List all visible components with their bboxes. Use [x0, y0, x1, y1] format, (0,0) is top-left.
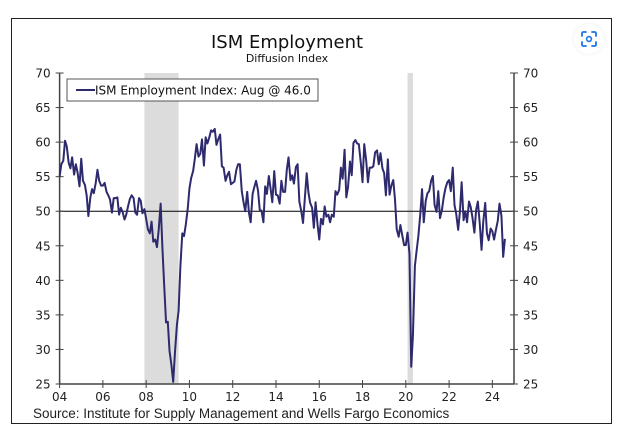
- y-tick-label-right: 40: [523, 274, 538, 288]
- x-tick-label: 20: [398, 390, 413, 404]
- legend: ISM Employment Index: Aug @ 46.0: [66, 78, 319, 102]
- x-tick-label: 14: [268, 390, 283, 404]
- x-tick-label: 12: [225, 390, 240, 404]
- x-tick-label: 22: [441, 390, 456, 404]
- x-tick-label: 10: [182, 390, 197, 404]
- x-tick-label: 06: [95, 390, 110, 404]
- chart-subtitle: Diffusion Index: [246, 52, 329, 65]
- y-tick-label-left: 50: [35, 205, 50, 219]
- y-tick-label-left: 40: [35, 274, 50, 288]
- series-line: [58, 127, 506, 383]
- y-tick-label-left: 35: [35, 308, 50, 322]
- visual-search-button[interactable]: [574, 24, 604, 54]
- visual-search-icon: [581, 31, 597, 47]
- y-tick-label-left: 70: [35, 67, 50, 81]
- series-layer: [58, 127, 506, 383]
- y-tick-label-right: 55: [523, 170, 538, 184]
- legend-entry: ISM Employment Index: Aug @ 46.0: [95, 84, 311, 98]
- y-tick-label-left: 45: [35, 239, 50, 253]
- y-tick-label-left: 60: [35, 136, 50, 150]
- source-note: Source: Institute for Supply Management …: [33, 406, 449, 421]
- y-tick-label-right: 35: [523, 308, 538, 322]
- recession-band: [407, 73, 413, 384]
- x-tick-label: 04: [52, 390, 67, 404]
- y-tick-label-right: 45: [523, 239, 538, 253]
- x-tick-label: 18: [355, 390, 370, 404]
- x-tick-label: 16: [312, 390, 327, 404]
- legend-box: [66, 78, 319, 102]
- y-tick-label-left: 55: [35, 170, 50, 184]
- x-tick-label: 08: [139, 390, 154, 404]
- y-tick-label-right: 65: [523, 101, 538, 115]
- y-tick-label-right: 50: [523, 205, 538, 219]
- y-tick-label-right: 70: [523, 67, 538, 81]
- y-tick-label-left: 65: [35, 101, 50, 115]
- y-tick-label-right: 30: [523, 343, 538, 357]
- y-tick-label-left: 30: [35, 343, 50, 357]
- y-tick-label-left: 25: [35, 378, 50, 392]
- y-tick-label-right: 60: [523, 136, 538, 150]
- y-tick-label-right: 25: [523, 378, 538, 392]
- axes: 25 25 30 30 35 35 40 40 45 45 50 50 55 55 60 60 65 65 70 70…: [35, 67, 538, 405]
- chart-title: ISM Employment: [211, 32, 363, 53]
- x-tick-label: 24: [485, 390, 500, 404]
